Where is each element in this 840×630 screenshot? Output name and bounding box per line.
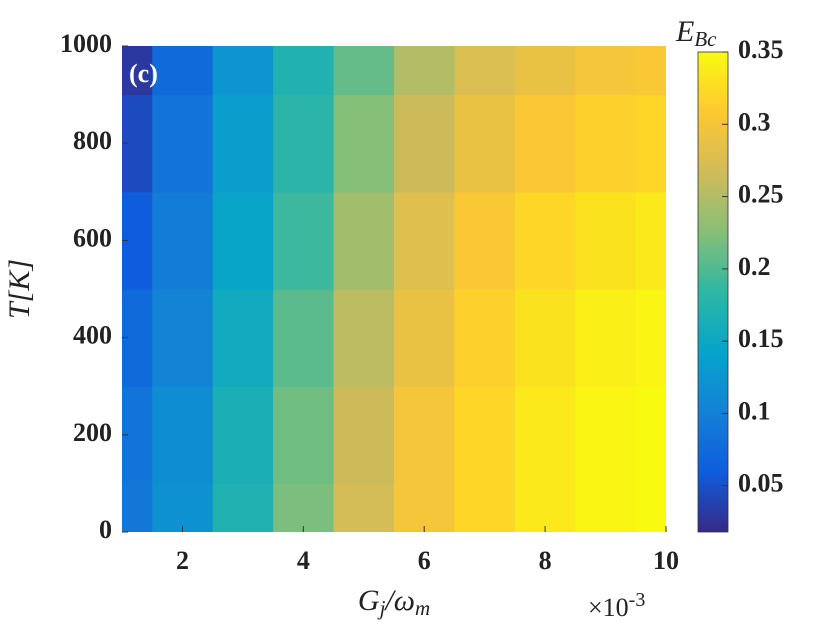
- y-tick-label: 1000: [60, 29, 112, 58]
- heatmap-cell: [635, 483, 666, 532]
- colorbar-tick-label: 0.2: [738, 252, 771, 281]
- heatmap-cell: [454, 386, 516, 484]
- heatmap-cell: [333, 46, 395, 96]
- heatmap-cell: [273, 46, 335, 96]
- heatmap-cell: [635, 289, 666, 387]
- heatmap-cell: [635, 94, 666, 193]
- y-tick-label: 800: [73, 126, 112, 155]
- heatmap-cell: [575, 94, 637, 193]
- colorbar-tick-label: 0.05: [738, 469, 784, 498]
- heatmap-cell: [212, 94, 274, 193]
- x-tick-label: 8: [539, 546, 552, 575]
- heatmap-cell: [635, 46, 666, 96]
- heatmap-cell: [514, 386, 576, 484]
- heatmap-cell: [122, 483, 153, 532]
- heatmap-cell: [575, 191, 637, 290]
- x-label-part: /ω: [383, 584, 415, 617]
- multiplier-base: ×10: [588, 593, 629, 622]
- colorbar-tick-label: 0.1: [738, 396, 771, 425]
- x-label-sub: j: [377, 596, 386, 620]
- heatmap-cell: [212, 46, 274, 96]
- heatmap-cell: [454, 483, 516, 532]
- heatmap-cell: [333, 191, 395, 290]
- y-tick-label: 400: [73, 321, 112, 350]
- x-tick-label: 4: [297, 546, 310, 575]
- heatmap-cell: [152, 46, 214, 96]
- heatmap-cell: [394, 289, 456, 387]
- heatmap-cell: [454, 94, 516, 193]
- x-tick-label: 6: [418, 546, 431, 575]
- heatmap-cell: [394, 483, 456, 532]
- heatmap-cell: [394, 191, 456, 290]
- colorbar-tick-label: 0.15: [738, 324, 784, 353]
- heatmap-cell: [514, 46, 576, 96]
- heatmap-cell: [333, 483, 395, 532]
- colorbar-tick-label: 0.3: [738, 107, 771, 136]
- heatmap-cell: [333, 289, 395, 387]
- heatmap-cell: [575, 289, 637, 387]
- x-label-sub: m: [415, 596, 430, 620]
- heatmap-cell: [575, 483, 637, 532]
- heatmap-cell: [635, 191, 666, 290]
- y-axis-label: T[K]: [3, 259, 36, 319]
- heatmap-cell: [212, 483, 274, 532]
- heatmap-cell: [273, 94, 335, 193]
- heatmap-cell: [514, 289, 576, 387]
- heatmap-cell: [273, 289, 335, 387]
- heatmap-cell: [394, 386, 456, 484]
- heatmap: [122, 46, 666, 532]
- heatmap-cell: [273, 191, 335, 290]
- heatmap-cell: [514, 191, 576, 290]
- heatmap-cell: [212, 191, 274, 290]
- heatmap-cell: [212, 386, 274, 484]
- heatmap-cell: [575, 46, 637, 96]
- heatmap-cell: [152, 191, 214, 290]
- x-axis-label: Gj/ωm: [358, 584, 430, 620]
- heatmap-cell: [514, 483, 576, 532]
- heatmap-cell: [333, 386, 395, 484]
- heatmap-cell: [575, 386, 637, 484]
- heatmap-cell: [152, 289, 214, 387]
- y-tick-label: 0: [99, 515, 112, 544]
- heatmap-cell: [212, 289, 274, 387]
- heatmap-cell: [333, 94, 395, 193]
- heatmap-cell: [273, 483, 335, 532]
- cb-label-part: E: [675, 15, 694, 48]
- panel-label: (c): [129, 59, 158, 88]
- colorbar-tick-label: 0.35: [738, 35, 784, 64]
- heatmap-cell: [394, 94, 456, 193]
- heatmap-cell: [454, 289, 516, 387]
- colorbar-label: EBc: [675, 15, 717, 51]
- heatmap-cell: [152, 483, 214, 532]
- heatmap-cell: [273, 386, 335, 484]
- y-tick-label: 200: [73, 418, 112, 447]
- colorbar-tick-label: 0.25: [738, 180, 784, 209]
- x-label-part: G: [358, 584, 380, 617]
- cb-label-sub: Bc: [694, 27, 717, 51]
- heatmap-cell: [152, 94, 214, 193]
- x-tick-label: 10: [653, 546, 679, 575]
- colorbar: [697, 51, 729, 533]
- heatmap-cell: [122, 46, 153, 96]
- heatmap-cell: [394, 46, 456, 96]
- heatmap-cell: [454, 191, 516, 290]
- heatmap-cell: [635, 386, 666, 484]
- x-multiplier: ×10-3: [588, 589, 645, 622]
- multiplier-exponent: -3: [629, 589, 646, 611]
- heatmap-cell: [454, 46, 516, 96]
- heatmap-cell: [152, 386, 214, 484]
- heatmap-cell: [514, 94, 576, 193]
- x-tick-label: 2: [176, 546, 189, 575]
- y-tick-label: 600: [73, 223, 112, 252]
